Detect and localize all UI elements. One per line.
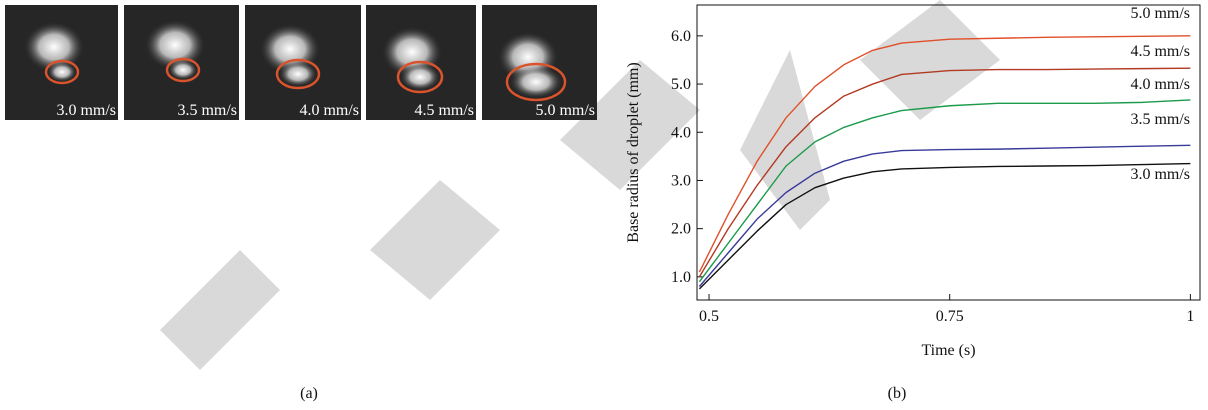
y-tick-label: 5.0 [671,76,691,93]
caption: (b) [888,385,907,402]
droplet-glow [279,61,317,86]
x-tick-label: 0.75 [936,308,964,325]
photo: 4.5 mm/s [366,5,476,120]
photo-label: 3.0 mm/s [56,102,116,119]
series-label: 3.0 mm/s [1130,166,1190,183]
photo: 3.5 mm/s [124,5,239,120]
y-tick-label: 2.0 [671,221,691,238]
caption: (a) [300,385,318,402]
photo-label: 4.5 mm/s [414,102,474,119]
photo: 5.0 mm/s [482,5,597,120]
figure: 3.0 mm/s 3.5 mm/s 4.0 mm/s 4.5 mm/s 5.0 mm/s… [0,0,1208,405]
y-axis-label: Base radius of droplet (mm) [625,62,642,242]
photo-label: 5.0 mm/s [535,102,595,119]
x-tick-label: 1 [1186,308,1194,325]
x-tick-label: 0.5 [699,308,719,325]
photo-label: 4.0 mm/s [299,102,359,119]
photo-label: 3.5 mm/s [177,102,237,119]
droplet-glow [400,64,440,91]
series-label: 4.5 mm/s [1130,43,1190,60]
photo: 4.0 mm/s [245,5,361,120]
droplet-glow [48,62,77,82]
photo: 3.0 mm/s [5,5,118,120]
droplet-glow [510,66,562,98]
y-tick-label: 3.0 [671,172,691,189]
y-tick-label: 1.0 [671,269,691,286]
series-label: 5.0 mm/s [1130,5,1190,22]
series-label: 3.5 mm/s [1130,111,1190,128]
x-axis-label: Time (s) [921,342,975,359]
droplet-glow [169,60,198,80]
y-tick-label: 6.0 [671,28,691,45]
photo-strip: 3.0 mm/s 3.5 mm/s 4.0 mm/s 4.5 mm/s 5.0 mm/s [5,5,597,120]
y-tick-label: 4.0 [671,124,691,141]
series-label: 4.0 mm/s [1130,76,1190,93]
